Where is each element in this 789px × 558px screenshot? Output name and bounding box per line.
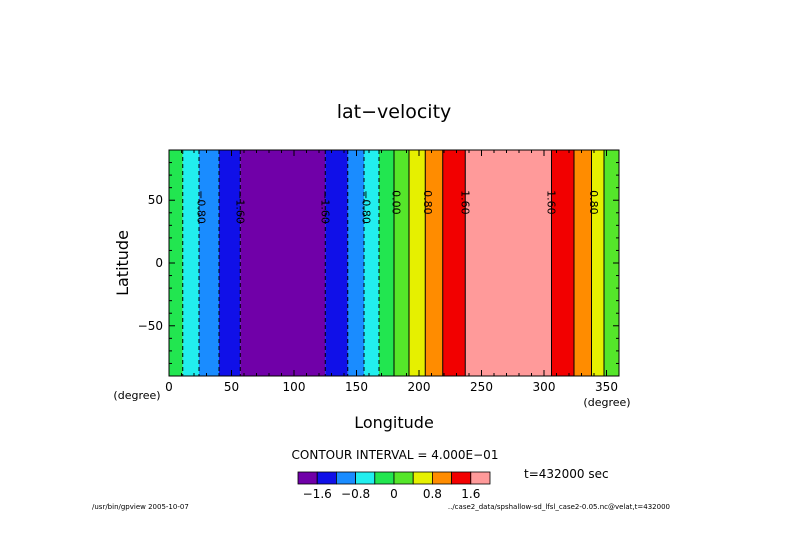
- y-tick-label: 50: [148, 193, 163, 207]
- contour-label: 1.60: [458, 190, 471, 215]
- heatmap-band: [551, 150, 574, 376]
- y-axis-ticks: 50 0 −50: [138, 162, 619, 364]
- footer-left-text: /usr/bin/gpview 2005-10-07: [92, 503, 189, 511]
- colorbar-tick-label: −1.6: [303, 487, 332, 501]
- x-tick-label: 0: [165, 380, 173, 394]
- contour-label: 0.00: [390, 190, 403, 215]
- heatmap-band: [604, 150, 619, 376]
- colorbar-swatch: [451, 471, 472, 485]
- colorbar-swatch: [316, 471, 337, 485]
- x-tick-label: 300: [533, 380, 556, 394]
- heatmap-band: [591, 150, 604, 376]
- heatmap-band: [394, 150, 409, 376]
- x-tick-label: 50: [224, 380, 239, 394]
- y-tick-label: 0: [155, 256, 163, 270]
- heatmap-band: [169, 150, 183, 376]
- y-axis-unit: (degree): [113, 389, 160, 402]
- heatmap-band: [364, 150, 379, 376]
- heatmap-band: [347, 150, 364, 376]
- contour-label: −1.60: [233, 190, 246, 224]
- x-tick-label: 150: [345, 380, 368, 394]
- contour-label: 0.80: [587, 190, 600, 215]
- heatmap-band: [465, 150, 552, 376]
- heatmap-band: [574, 150, 592, 376]
- colorbar-swatch: [431, 471, 452, 485]
- x-axis-ticks: 0 50 100 150 200 250 300 350: [165, 150, 618, 394]
- x-tick-label: 350: [595, 380, 618, 394]
- contour-lines: [182, 150, 605, 376]
- heatmap-band: [409, 150, 426, 376]
- colorbar-swatch: [335, 471, 356, 485]
- footer-right-text: ../case2_data/spshallow-sd_lfsl_case2-0.…: [448, 503, 670, 511]
- heatmap-band: [240, 150, 326, 376]
- time-label: t=432000 sec: [524, 467, 609, 481]
- x-axis-label: Longitude: [354, 413, 434, 432]
- heatmap-band: [379, 150, 394, 376]
- x-tick-label: 100: [283, 380, 306, 394]
- heatmap-band: [199, 150, 219, 376]
- chart-title: lat−velocity: [337, 101, 452, 123]
- heatmap-band: [425, 150, 443, 376]
- contour-label: −0.80: [195, 190, 208, 224]
- heatmap-band: [325, 150, 348, 376]
- x-tick-label: 200: [408, 380, 431, 394]
- heatmap-bands: [169, 150, 619, 376]
- x-axis-unit: (degree): [583, 396, 630, 409]
- colorbar-swatch: [412, 471, 433, 485]
- y-tick-label: −50: [138, 319, 163, 333]
- colorbar-tick-label: 1.6: [461, 487, 480, 501]
- contour-labels: −0.80 −1.60 −1.60 −0.80 0.00 0.80 1.60 1.60 0.80: [195, 190, 601, 224]
- colorbar-swatch: [297, 471, 318, 485]
- colorbar-swatch: [470, 471, 491, 485]
- colorbar-swatch: [374, 471, 395, 485]
- colorbar: [297, 471, 491, 485]
- x-tick-label: 250: [470, 380, 493, 394]
- contour-label: 1.60: [545, 190, 558, 215]
- colorbar-tick-label: 0: [390, 487, 398, 501]
- colorbar-swatch: [393, 471, 414, 485]
- colorbar-tick-label: 0.8: [423, 487, 442, 501]
- heatmap-band: [219, 150, 241, 376]
- contour-label: 0.80: [421, 190, 434, 215]
- contour-label: −0.80: [360, 190, 373, 224]
- contour-interval-text: CONTOUR INTERVAL = 4.000E−01: [292, 448, 499, 462]
- contour-label: −1.60: [318, 190, 331, 224]
- y-axis-label: Latitude: [113, 230, 132, 296]
- colorbar-tick-labels: −1.6 −0.8 0 0.8 1.6: [303, 487, 481, 501]
- heatmap-band: [442, 150, 466, 376]
- heatmap-band: [182, 150, 199, 376]
- colorbar-tick-label: −0.8: [341, 487, 370, 501]
- colorbar-swatch: [355, 471, 376, 485]
